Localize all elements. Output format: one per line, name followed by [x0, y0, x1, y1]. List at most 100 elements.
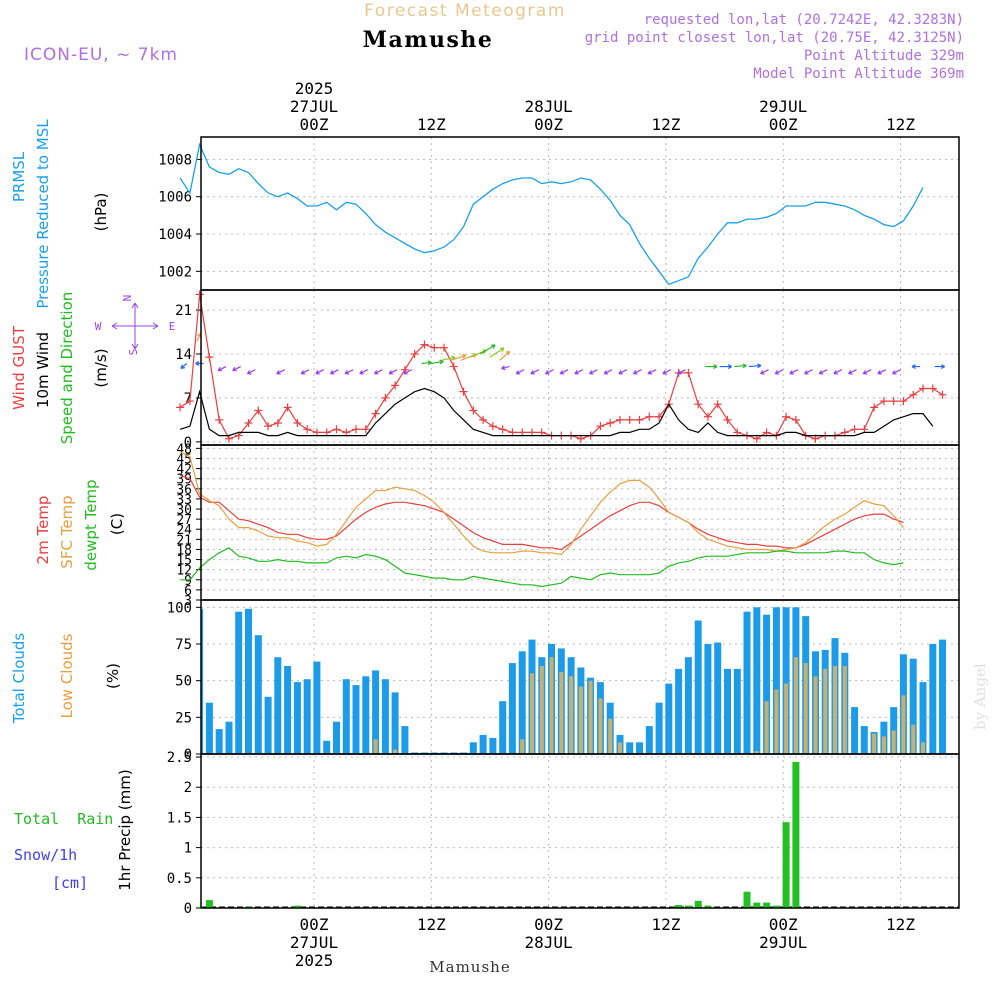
low-cloud-bar — [530, 673, 534, 754]
gust-marker — [596, 422, 605, 431]
wind-direction-arrow — [479, 344, 496, 355]
low-cloud-bar — [842, 666, 847, 754]
gust-marker — [899, 397, 908, 406]
time-label-bottom: 12Z — [651, 915, 680, 934]
total-cloud-bar — [254, 635, 262, 754]
pressure-axis-label: Pressure Reduced to MSL — [34, 119, 52, 309]
precip-bar — [205, 900, 213, 908]
total-cloud-bar — [391, 692, 399, 754]
precip-ytick-label: 2 — [184, 780, 192, 796]
gust-marker — [684, 368, 693, 377]
low-cloud-bar — [539, 666, 544, 754]
total-cloud-bar — [264, 696, 272, 754]
wind-ytick-label: 21 — [175, 303, 192, 319]
gust-marker — [635, 415, 644, 424]
precip-ytick-label: 1.5 — [167, 810, 192, 826]
gust-marker — [879, 397, 888, 406]
time-label-top: 27JUL — [290, 97, 338, 116]
total-cloud-bar — [499, 701, 507, 754]
pressure-ytick-label: 1008 — [158, 152, 192, 168]
gust-marker — [606, 419, 615, 428]
wind-direction-arrow — [789, 369, 799, 375]
total-cloud-bar — [274, 657, 282, 754]
total-cloud-bar — [675, 668, 683, 754]
requested-coords: requested lon,lat (20.7242E, 42.3283N) — [644, 12, 964, 28]
clouds-ytick-label: 0 — [184, 747, 192, 763]
gust-marker — [176, 403, 185, 412]
total-cloud-bar — [684, 657, 692, 754]
wind-panel: 0 7 14 21 — [175, 289, 960, 451]
total-cloud-bar — [655, 702, 663, 754]
precip-axis-label: 1hr Precip (mm) — [116, 769, 134, 890]
total-cloud-bar — [704, 644, 712, 754]
total-cloud-bar — [645, 726, 653, 754]
temperature-ytick-label: 3 — [184, 594, 192, 609]
gust-marker — [264, 422, 273, 431]
gust-marker — [185, 397, 194, 406]
temperature-ytick-label: 18 — [176, 543, 192, 558]
gust-marker — [645, 412, 654, 421]
wind-ytick-label: 0 — [184, 435, 192, 451]
total-cloud-bar — [508, 663, 516, 754]
precip-bar — [782, 822, 790, 908]
low-cloud-bar — [393, 749, 398, 754]
gust-marker — [615, 415, 624, 424]
temperature-ytick-label: 36 — [176, 483, 192, 498]
low-cloud-bar — [549, 657, 554, 754]
precip-ytick-label: 0.5 — [167, 871, 192, 887]
wind-direction-arrow — [315, 369, 325, 375]
wind-axis-label: Speed and Direction — [58, 292, 76, 445]
low-cloud-bar — [911, 724, 916, 754]
total-cloud-bar — [235, 611, 243, 754]
clouds-ytick-label: 25 — [175, 710, 192, 726]
low-cloud-bar — [618, 742, 622, 754]
low-cloud-bar — [774, 689, 779, 754]
low-cloud-bar — [598, 698, 603, 754]
wind-frame — [200, 289, 960, 446]
precip-bar — [675, 905, 683, 908]
total-cloud-bar — [909, 658, 917, 754]
point-altitude: Point Altitude 329m — [804, 48, 964, 64]
precip-ytick-label: 1 — [184, 841, 192, 857]
time-label-top: 00Z — [534, 115, 563, 134]
temp-axis-label: 2m Temp — [34, 496, 52, 565]
precip-legend-label: Snow/1h — [14, 846, 77, 864]
total-cloud-bar — [352, 685, 360, 754]
temp-dew-line — [180, 547, 904, 588]
total-cloud-bar — [518, 651, 526, 754]
model-label: ICON-EU, ~ 7km — [24, 45, 178, 65]
low-cloud-bar — [373, 739, 378, 754]
wind-direction-arrow — [833, 369, 843, 375]
wind-direction-arrow — [344, 369, 354, 375]
clouds-ytick-label: 75 — [175, 637, 192, 653]
time-label-bottom: 27JUL — [290, 933, 338, 952]
pressure-line — [179, 142, 924, 286]
panels: 1002100410061008071421369121518212427303… — [158, 136, 960, 917]
low-cloud-bar — [608, 718, 613, 754]
temperature-ytick-label: 48 — [176, 442, 192, 457]
wind-ytick-label: 7 — [184, 391, 192, 407]
wind-direction-arrow — [329, 369, 339, 375]
wind-direction-arrow — [276, 369, 285, 375]
time-label-bottom: 29JUL — [759, 933, 807, 952]
gust-marker — [498, 425, 507, 434]
wind-direction-arrow — [489, 347, 505, 358]
precip-bar — [753, 902, 761, 908]
low-cloud-bar — [921, 742, 925, 754]
wind-direction-arrow — [388, 369, 398, 375]
precip-bar — [293, 905, 301, 908]
wind-direction-arrow — [632, 369, 642, 375]
cloud-axis-label: (%) — [104, 663, 122, 689]
wind-direction-arrow — [662, 369, 672, 375]
gust-marker — [703, 412, 712, 421]
time-label-top: 00Z — [300, 115, 329, 134]
wind-ytick-label: 14 — [175, 347, 192, 363]
low-cloud-bar — [881, 736, 886, 754]
total-cloud-bar — [342, 679, 350, 754]
gust-marker — [371, 409, 380, 418]
gust-marker — [488, 422, 497, 431]
compass-e: E — [169, 320, 176, 333]
total-cloud-bar — [665, 683, 673, 754]
total-cloud-bar — [939, 639, 946, 754]
